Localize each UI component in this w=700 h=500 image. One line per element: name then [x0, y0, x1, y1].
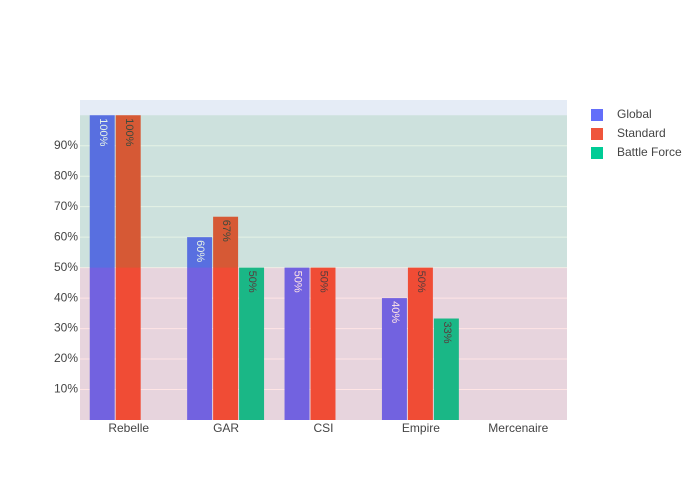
y-tick-label: 20%	[54, 351, 78, 365]
y-tick-label: 60%	[54, 229, 78, 243]
band	[80, 267, 567, 420]
y-tick-label: 50%	[54, 260, 78, 274]
value-label: 67%	[220, 220, 232, 242]
bar	[239, 267, 265, 420]
value-label: 50%	[292, 271, 304, 293]
y-tick-label: 70%	[54, 199, 78, 213]
bar	[310, 267, 336, 420]
bar	[433, 318, 459, 420]
x-tick-label: Rebelle	[108, 421, 149, 435]
value-label: 50%	[318, 271, 330, 293]
x-tick-label: Mercenaire	[488, 421, 548, 435]
value-label: 60%	[194, 240, 206, 262]
bar	[284, 267, 310, 420]
bar	[187, 237, 213, 420]
band	[80, 115, 567, 268]
y-tick-label: 10%	[54, 382, 78, 396]
y-tick-label: 80%	[54, 168, 78, 182]
y-tick-label: 90%	[54, 138, 78, 152]
bar	[213, 216, 239, 420]
legend-label: Global	[617, 107, 652, 121]
y-tick-label: 40%	[54, 290, 78, 304]
legend-swatch	[591, 147, 603, 159]
value-label: 33%	[441, 322, 453, 344]
bar	[407, 267, 433, 420]
legend-label: Battle Force	[617, 145, 682, 159]
bar	[89, 115, 115, 420]
x-tick-label: Empire	[402, 421, 440, 435]
value-label: 50%	[246, 271, 258, 293]
x-tick-label: CSI	[313, 421, 333, 435]
x-tick-label: GAR	[213, 421, 239, 435]
y-tick-label: 30%	[54, 321, 78, 335]
value-label: 40%	[389, 301, 401, 323]
legend-swatch	[591, 109, 603, 121]
bar	[381, 298, 407, 420]
value-label: 100%	[123, 118, 135, 146]
value-label: 100%	[97, 118, 109, 146]
legend-swatch	[591, 128, 603, 140]
value-label: 50%	[415, 271, 427, 293]
legend-label: Standard	[617, 126, 666, 140]
bar	[115, 115, 141, 420]
